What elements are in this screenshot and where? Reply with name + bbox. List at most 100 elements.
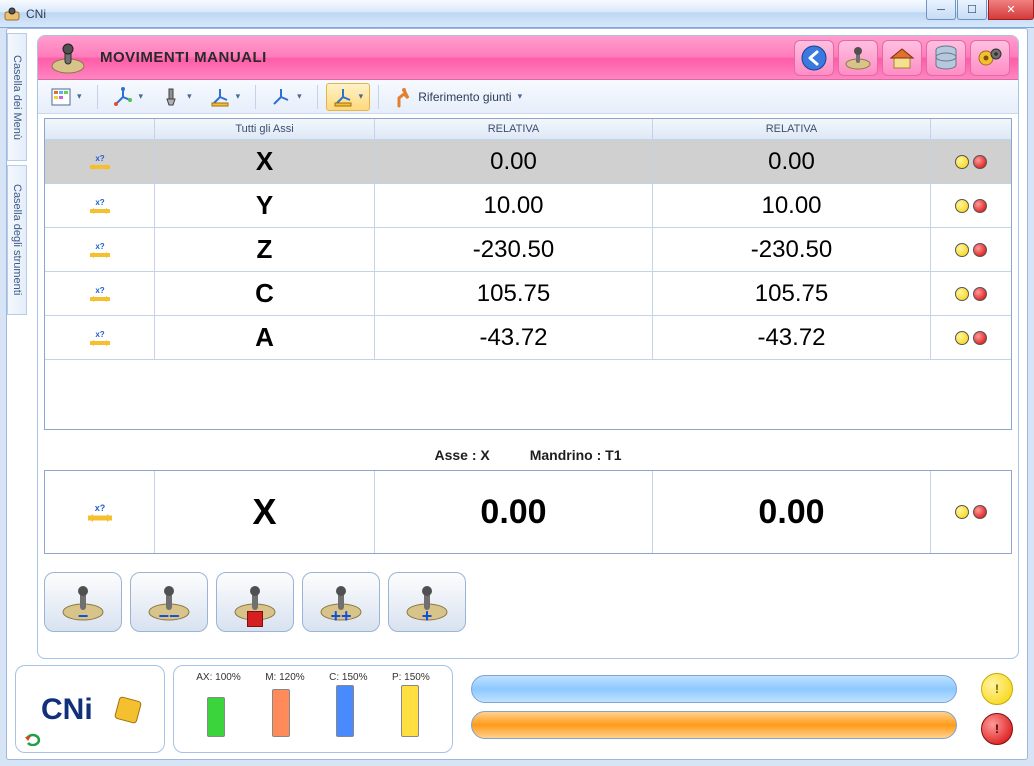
axis-val2: 0.00 bbox=[653, 140, 931, 183]
nav-home-button[interactable] bbox=[882, 40, 922, 76]
tool-axes-1[interactable] bbox=[106, 83, 151, 111]
tool-axes-selected[interactable] bbox=[326, 83, 371, 111]
warning-icon[interactable]: ! bbox=[981, 673, 1013, 705]
axis-row-icon: x? bbox=[45, 184, 155, 227]
axes-icon bbox=[271, 87, 291, 107]
status-bar: CNi AX: 100% M: 120% C: 150% P: 150% bbox=[15, 665, 1019, 753]
nav-back-button[interactable] bbox=[794, 40, 834, 76]
grid-empty bbox=[45, 359, 1011, 429]
status-dot-yellow bbox=[955, 505, 969, 519]
stop-icon bbox=[247, 611, 263, 627]
nav-settings-button[interactable] bbox=[970, 40, 1010, 76]
tool-ref-joints-label: Riferimento giunti bbox=[418, 90, 511, 104]
error-icon[interactable]: ! bbox=[981, 713, 1013, 745]
override-label: C: 150% bbox=[329, 672, 367, 683]
svg-text:x?: x? bbox=[95, 286, 104, 295]
axis-status bbox=[931, 316, 1011, 359]
axis-val1: -43.72 bbox=[375, 316, 653, 359]
minimize-button[interactable]: ─ bbox=[926, 0, 956, 20]
toolbar-sep bbox=[317, 85, 318, 109]
sidetab-menu[interactable]: Casella dei Menù bbox=[7, 33, 27, 161]
axis-status bbox=[931, 140, 1011, 183]
database-icon bbox=[934, 45, 958, 71]
jog-minus-button[interactable]: − bbox=[44, 572, 122, 632]
axes-icon bbox=[333, 87, 353, 107]
status-dot-red bbox=[973, 331, 987, 345]
sidetab-tools[interactable]: Casella degli strumenti bbox=[7, 165, 27, 315]
selected-axis-panel: x? X 0.00 0.00 bbox=[44, 470, 1012, 554]
nav-joystick-button[interactable] bbox=[838, 40, 878, 76]
axis-name: C bbox=[155, 272, 375, 315]
axis-row[interactable]: x? X 0.00 0.00 bbox=[45, 139, 1011, 183]
grid-header-status bbox=[931, 119, 1011, 139]
tool-axes-2[interactable] bbox=[154, 83, 199, 111]
svg-text:CNi: CNi bbox=[41, 693, 93, 726]
override-bar[interactable] bbox=[207, 697, 225, 737]
grid-header: Tutti gli Assi RELATIVA RELATIVA bbox=[45, 119, 1011, 139]
gears-icon bbox=[977, 46, 1003, 70]
grid-header-rel2: RELATIVA bbox=[653, 119, 931, 139]
override-label: M: 120% bbox=[265, 672, 304, 683]
selection-desc: Asse : X Mandrino : T1 bbox=[44, 442, 1012, 468]
tool-icon bbox=[161, 87, 181, 107]
desc-axis: Asse : X bbox=[434, 447, 489, 463]
tool-axes-4[interactable] bbox=[264, 83, 309, 111]
axis-name: A bbox=[155, 316, 375, 359]
tool-ref-joints[interactable]: Riferimento giunti bbox=[387, 83, 529, 111]
grid-header-rel1: RELATIVA bbox=[375, 119, 653, 139]
jog-buttons: − −− ++ + bbox=[44, 572, 466, 632]
status-dot-yellow bbox=[955, 331, 969, 345]
svg-text:x?: x? bbox=[95, 242, 104, 251]
refresh-icon bbox=[24, 732, 42, 746]
robot-icon bbox=[394, 86, 414, 108]
axis-val2: 105.75 bbox=[653, 272, 931, 315]
axis-name: X bbox=[155, 140, 375, 183]
axis-row[interactable]: x? Z -230.50 -230.50 bbox=[45, 227, 1011, 271]
tool-axes-3[interactable] bbox=[203, 83, 248, 111]
status-dot-red bbox=[973, 199, 987, 213]
minus-icon: −− bbox=[158, 606, 179, 627]
jog-plus2-button[interactable]: ++ bbox=[302, 572, 380, 632]
svg-text:x?: x? bbox=[95, 154, 104, 163]
axis-row-icon: x? bbox=[45, 140, 155, 183]
progress-bar-1 bbox=[471, 675, 957, 703]
svg-text:x?: x? bbox=[95, 330, 104, 339]
override-bar[interactable] bbox=[272, 689, 290, 737]
override-bar[interactable] bbox=[401, 685, 419, 737]
axis-row[interactable]: x? A -43.72 -43.72 bbox=[45, 315, 1011, 359]
axis-row[interactable]: x? C 105.75 105.75 bbox=[45, 271, 1011, 315]
cni-logo: CNi bbox=[35, 689, 145, 729]
back-icon bbox=[801, 45, 827, 71]
maximize-button[interactable]: ☐ bbox=[957, 0, 987, 20]
axis-val1: 0.00 bbox=[375, 140, 653, 183]
sidetab-tools-label: Casella degli strumenti bbox=[11, 184, 23, 295]
tool-gridview[interactable] bbox=[44, 83, 89, 111]
axis-status bbox=[931, 272, 1011, 315]
progress-panel bbox=[461, 665, 967, 753]
jog-plus-button[interactable]: + bbox=[388, 572, 466, 632]
jog-minus2-button[interactable]: −− bbox=[130, 572, 208, 632]
axis-status bbox=[931, 228, 1011, 271]
axis-row[interactable]: x? Y 10.00 10.00 bbox=[45, 183, 1011, 227]
joystick-icon bbox=[46, 41, 90, 75]
home-icon bbox=[889, 46, 915, 70]
close-button[interactable]: ✕ bbox=[988, 0, 1034, 20]
status-dot-red bbox=[973, 155, 987, 169]
header-title: MOVIMENTI MANUALI bbox=[100, 49, 267, 66]
status-dot-red bbox=[973, 505, 987, 519]
grid-header-axis: Tutti gli Assi bbox=[155, 119, 375, 139]
axis-row-icon: x? bbox=[45, 272, 155, 315]
nav-db-button[interactable] bbox=[926, 40, 966, 76]
toolbar-sep bbox=[378, 85, 379, 109]
axis-val1: 105.75 bbox=[375, 272, 653, 315]
jog-stop-button[interactable] bbox=[216, 572, 294, 632]
minus-icon: − bbox=[78, 606, 89, 627]
override-bar[interactable] bbox=[336, 685, 354, 737]
joystick-icon bbox=[844, 46, 872, 70]
axis-val1: -230.50 bbox=[375, 228, 653, 271]
big-axis-name: X bbox=[155, 471, 375, 553]
axis-name: Y bbox=[155, 184, 375, 227]
svg-text:x?: x? bbox=[95, 198, 104, 207]
overrides-panel: AX: 100% M: 120% C: 150% P: 150% bbox=[173, 665, 453, 753]
toolbar-sep bbox=[97, 85, 98, 109]
